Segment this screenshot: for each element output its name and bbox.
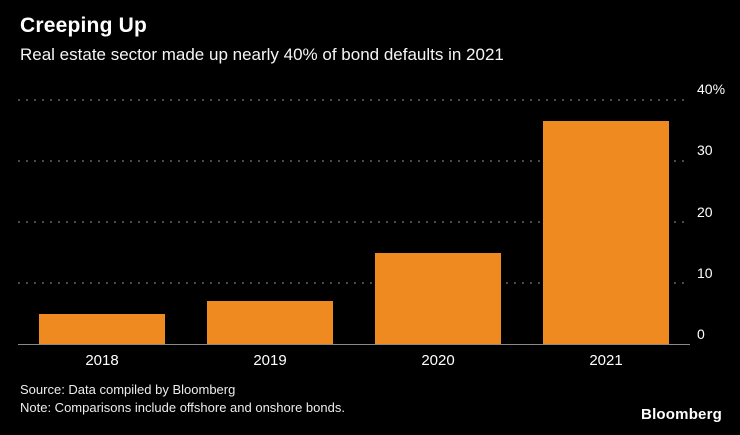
note-text: Note: Comparisons include offshore and o… xyxy=(20,399,345,415)
y-axis: 0 10 20 30 40% xyxy=(697,81,739,345)
bar-2018 xyxy=(39,313,165,344)
bloomberg-logo: Bloomberg xyxy=(641,406,722,423)
y-axis-tick-label: 10 xyxy=(697,264,713,281)
gridline xyxy=(18,282,690,284)
x-axis-label-2019: 2019 xyxy=(253,352,287,369)
y-axis-tick-label: 40% xyxy=(697,81,726,97)
gridline xyxy=(18,160,690,162)
y-axis-tick-label: 30 xyxy=(697,142,713,159)
plot-area xyxy=(18,99,690,345)
bar-2021 xyxy=(543,121,669,344)
gridline xyxy=(18,221,690,223)
bar-slot-2020 xyxy=(354,100,522,344)
chart-header: Creeping Up Real estate sector made up n… xyxy=(0,0,740,65)
x-axis-label-2021: 2021 xyxy=(589,352,623,369)
bar-2019 xyxy=(207,301,333,344)
source-text: Source: Data compiled by Bloomberg xyxy=(20,382,236,397)
bar-2020 xyxy=(375,252,501,344)
x-axis: 2018 2019 2020 2021 xyxy=(18,352,690,369)
bar-slot-2019 xyxy=(186,100,354,344)
bar-slot-2018 xyxy=(18,100,186,344)
x-axis-label-2018: 2018 xyxy=(85,352,119,369)
y-axis-tick-label: 20 xyxy=(697,203,713,220)
y-axis-tick-label: 0 xyxy=(697,326,705,342)
bar-slot-2021 xyxy=(522,100,690,344)
gridline xyxy=(18,99,690,101)
x-axis-label-2020: 2020 xyxy=(421,352,455,369)
chart-title: Creeping Up xyxy=(20,14,148,37)
chart-footer: Source: Data compiled by Bloomberg Note:… xyxy=(20,381,345,416)
chart-subtitle: Real estate sector made up nearly 40% of… xyxy=(20,45,504,64)
bars-row xyxy=(18,100,690,344)
